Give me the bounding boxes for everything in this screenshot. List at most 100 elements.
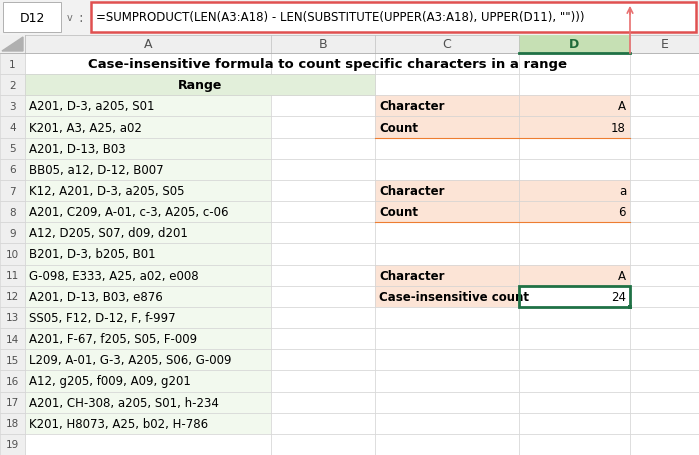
Bar [271, 370, 375, 392]
Bar [630, 286, 699, 307]
Text: A201, D-3, a205, S01: A201, D-3, a205, S01 [29, 100, 154, 113]
Bar [271, 434, 375, 455]
Text: a: a [619, 185, 626, 197]
Bar [0, 117, 25, 138]
Bar [0, 307, 25, 329]
Text: A201, D-13, B03: A201, D-13, B03 [29, 142, 126, 155]
Bar [271, 75, 375, 96]
Bar [630, 434, 699, 455]
Bar [271, 223, 375, 244]
Bar [25, 329, 271, 349]
Bar [271, 138, 375, 159]
Bar [630, 117, 699, 138]
Bar [375, 181, 519, 202]
Text: K201, A3, A25, a02: K201, A3, A25, a02 [29, 121, 142, 134]
Text: 5: 5 [9, 144, 16, 154]
Bar [0, 159, 25, 181]
Text: 14: 14 [6, 334, 19, 344]
Bar [25, 117, 271, 138]
Text: A201, D-13, B03, e876: A201, D-13, B03, e876 [29, 290, 163, 303]
Text: 11: 11 [6, 271, 19, 281]
Polygon shape [2, 38, 23, 52]
Bar [271, 349, 375, 370]
Bar [630, 370, 699, 392]
Bar [375, 159, 519, 181]
Bar [375, 286, 519, 307]
Bar [0, 138, 25, 159]
Bar [375, 244, 519, 265]
Bar [0, 181, 25, 202]
Bar [375, 96, 519, 117]
Bar [25, 349, 271, 370]
Bar [375, 434, 519, 455]
Bar [25, 392, 271, 413]
Text: Character: Character [379, 100, 445, 113]
Bar [271, 202, 375, 223]
Bar [519, 349, 630, 370]
Text: A: A [144, 38, 152, 51]
Bar [0, 329, 25, 349]
Text: A201, F-67, f205, S05, F-009: A201, F-67, f205, S05, F-009 [29, 333, 197, 345]
Text: 4: 4 [9, 123, 16, 133]
Bar [271, 286, 375, 307]
Bar [519, 75, 630, 96]
Bar [25, 244, 271, 265]
Bar [271, 159, 375, 181]
Bar [25, 181, 271, 202]
Bar [271, 54, 375, 75]
Text: K201, H8073, A25, b02, H-786: K201, H8073, A25, b02, H-786 [29, 417, 208, 430]
Bar [375, 265, 519, 286]
Bar [628, 305, 632, 309]
Bar [0, 202, 25, 223]
Text: A12, g205, f009, A09, g201: A12, g205, f009, A09, g201 [29, 374, 191, 388]
Text: A: A [618, 269, 626, 282]
Bar [519, 329, 630, 349]
Bar [271, 329, 375, 349]
Bar [25, 75, 375, 96]
Bar [519, 370, 630, 392]
Bar [25, 223, 271, 244]
Bar [630, 138, 699, 159]
Text: K12, A201, D-3, a205, S05: K12, A201, D-3, a205, S05 [29, 185, 185, 197]
Bar [0, 0, 699, 36]
Bar [25, 370, 271, 392]
Text: :: : [79, 11, 83, 25]
Bar [630, 75, 699, 96]
Text: E: E [661, 38, 668, 51]
Text: Count: Count [379, 121, 418, 134]
Bar [630, 54, 699, 75]
Bar [271, 413, 375, 434]
Text: 3: 3 [9, 101, 16, 111]
Bar [519, 392, 630, 413]
Text: 17: 17 [6, 397, 19, 407]
Bar [630, 244, 699, 265]
Bar [271, 265, 375, 286]
Bar [519, 434, 630, 455]
Bar [0, 54, 25, 455]
Text: 15: 15 [6, 355, 19, 365]
Bar [25, 96, 271, 117]
Bar [375, 413, 519, 434]
Bar [630, 96, 699, 117]
Bar [271, 181, 375, 202]
Bar [375, 329, 519, 349]
Bar [271, 117, 375, 138]
Bar [519, 96, 630, 117]
Bar [271, 244, 375, 265]
Text: Range: Range [178, 79, 222, 92]
Bar [519, 286, 630, 307]
Text: B201, D-3, b205, B01: B201, D-3, b205, B01 [29, 248, 156, 261]
Bar [630, 329, 699, 349]
Bar [0, 75, 25, 96]
Text: 13: 13 [6, 313, 19, 323]
Bar [25, 75, 271, 96]
Text: Case-insensitive formula to count specific characters in a range: Case-insensitive formula to count specif… [88, 58, 567, 71]
Bar [630, 413, 699, 434]
Bar [375, 75, 519, 96]
Text: 24: 24 [611, 290, 626, 303]
Bar [25, 202, 271, 223]
Bar [25, 159, 271, 181]
Bar [25, 54, 271, 75]
Bar [0, 54, 25, 75]
Bar [271, 392, 375, 413]
